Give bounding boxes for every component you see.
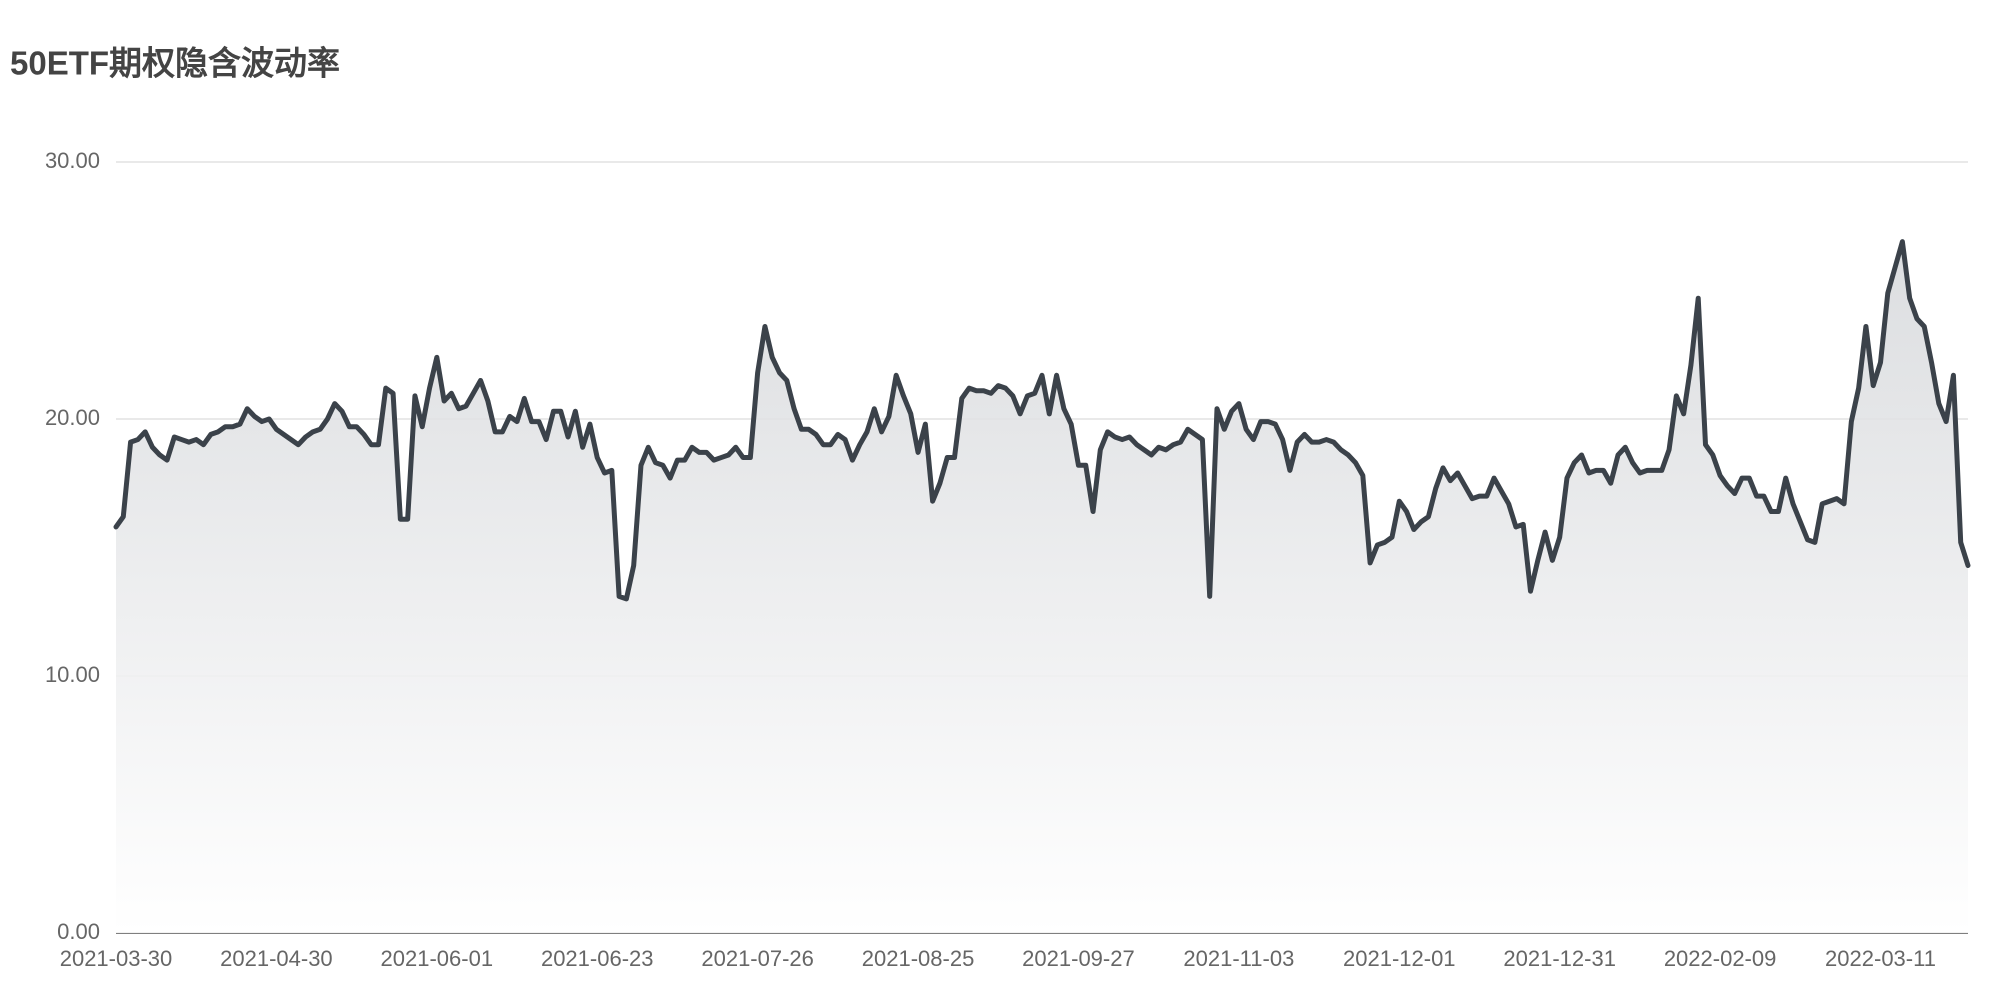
x-tick-label: 2021-06-01 [381, 946, 494, 971]
y-tick-label: 20.00 [45, 405, 100, 430]
y-tick-label: 0.00 [57, 919, 100, 944]
x-tick-label: 2021-12-31 [1503, 946, 1616, 971]
y-tick-label: 30.00 [45, 148, 100, 173]
axes: 0.00 10.00 20.00 30.00 2021-03-30 2021-04-30 2… [45, 148, 1936, 971]
chart-title: 50ETF期权隐含波动率 [10, 45, 340, 82]
x-tick-label: 2021-11-03 [1183, 946, 1294, 971]
plot [113, 239, 1971, 934]
x-tick-label: 2021-12-01 [1343, 946, 1456, 971]
x-tick-label: 2021-08-25 [862, 946, 975, 971]
area-fill [116, 241, 1968, 934]
x-tick-label: 2022-03-11 [1825, 946, 1936, 971]
x-tick-label: 2021-03-30 [60, 946, 173, 971]
x-tick-label: 2021-07-26 [701, 946, 814, 971]
x-tick-label: 2022-02-09 [1664, 946, 1777, 971]
x-tick-label: 2021-06-23 [541, 946, 654, 971]
x-tick-label: 2021-04-30 [220, 946, 333, 971]
line [113, 239, 1971, 602]
y-tick-label: 10.00 [45, 662, 100, 687]
x-tick-label: 2021-09-27 [1022, 946, 1135, 971]
